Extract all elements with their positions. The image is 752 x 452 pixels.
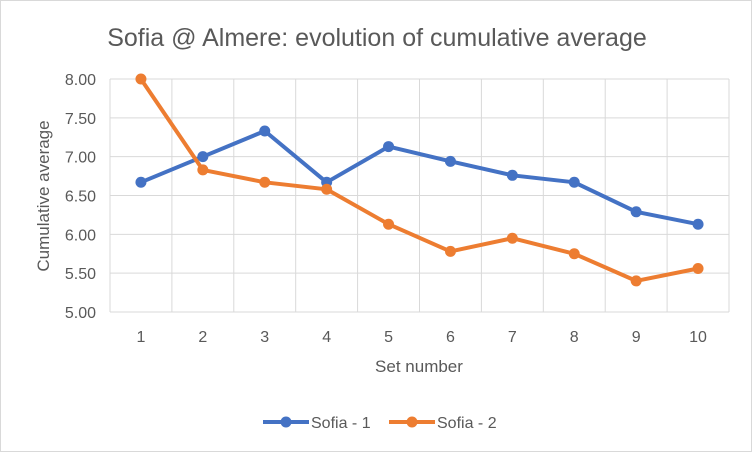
x-tick-label: 10: [689, 329, 707, 346]
legend-item: Sofia - 1: [263, 415, 371, 432]
legend: Sofia - 1 Sofia - 2: [263, 415, 497, 432]
y-axis-label: Cumulative average: [34, 120, 53, 271]
series-group: [135, 73, 704, 287]
data-point: [135, 176, 147, 188]
data-point: [321, 183, 333, 195]
y-tick-label: 7.50: [65, 111, 96, 128]
x-axis-ticks: 1 2 3 4 5 6 7 8 9 10: [136, 329, 707, 346]
legend-marker: [406, 416, 418, 428]
data-point: [444, 245, 456, 257]
x-tick-label: 8: [570, 329, 579, 346]
data-point: [630, 275, 642, 287]
data-point: [259, 176, 271, 188]
y-tick-label: 5.00: [65, 305, 96, 322]
data-point: [506, 232, 518, 244]
y-tick-label: 6.00: [65, 227, 96, 244]
data-point: [135, 73, 147, 85]
series-2: [135, 73, 704, 287]
data-point: [444, 155, 456, 167]
legend-label: Sofia - 2: [437, 415, 497, 432]
x-tick-label: 9: [632, 329, 641, 346]
y-tick-label: 7.00: [65, 150, 96, 167]
x-axis-label: Set number: [375, 357, 463, 376]
data-point: [197, 151, 209, 163]
data-point: [692, 263, 704, 275]
x-tick-label: 5: [384, 329, 393, 346]
legend-label: Sofia - 1: [311, 415, 371, 432]
x-tick-label: 7: [508, 329, 517, 346]
data-point: [568, 176, 580, 188]
data-point: [506, 169, 518, 181]
data-point: [383, 141, 395, 153]
y-axis-ticks: 5.00 5.50 6.00 6.50 7.00 7.50 8.00: [65, 72, 96, 322]
x-tick-label: 1: [136, 329, 145, 346]
data-point: [259, 125, 271, 137]
series-line: [138, 77, 700, 283]
legend-marker: [280, 416, 292, 428]
plot-grid: [109, 78, 730, 313]
y-tick-label: 8.00: [65, 72, 96, 89]
data-point: [197, 164, 209, 176]
data-point: [568, 248, 580, 260]
data-point: [692, 218, 704, 230]
series-line: [138, 129, 700, 227]
data-point: [383, 218, 395, 230]
x-tick-label: 6: [446, 329, 455, 346]
y-tick-label: 6.50: [65, 189, 96, 206]
y-tick-label: 5.50: [65, 266, 96, 283]
series-1: [135, 125, 704, 230]
x-tick-label: 3: [260, 329, 269, 346]
chart-title: Sofia @ Almere: evolution of cumulative …: [107, 24, 647, 52]
x-tick-label: 2: [198, 329, 207, 346]
x-tick-label: 4: [322, 329, 331, 346]
legend-item: Sofia - 2: [389, 415, 497, 432]
data-point: [630, 206, 642, 218]
